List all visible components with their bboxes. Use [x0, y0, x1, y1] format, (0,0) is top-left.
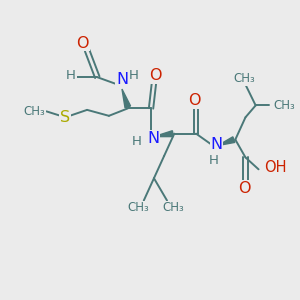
Polygon shape	[154, 131, 173, 137]
Text: O: O	[149, 68, 162, 83]
Text: S: S	[60, 110, 70, 125]
Text: CH₃: CH₃	[233, 72, 255, 85]
Text: CH₃: CH₃	[273, 99, 295, 112]
Text: CH₃: CH₃	[23, 105, 45, 118]
Text: H: H	[208, 154, 218, 167]
Text: N: N	[147, 130, 159, 146]
Text: CH₃: CH₃	[127, 202, 149, 214]
Text: H: H	[66, 69, 76, 82]
Text: O: O	[188, 94, 201, 109]
Text: N: N	[210, 136, 223, 152]
Polygon shape	[122, 89, 130, 108]
Polygon shape	[218, 137, 235, 146]
Text: H: H	[132, 135, 141, 148]
Text: O: O	[76, 35, 89, 50]
Text: O: O	[238, 181, 250, 196]
Text: OH: OH	[264, 160, 287, 175]
Text: CH₃: CH₃	[162, 202, 184, 214]
Text: N: N	[116, 72, 128, 87]
Text: H: H	[129, 69, 139, 82]
